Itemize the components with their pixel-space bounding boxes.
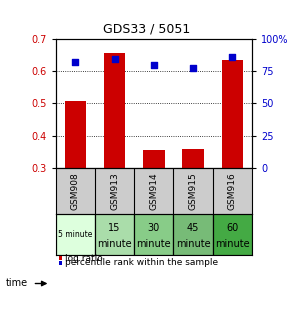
Bar bbox=[182, 149, 204, 168]
Bar bbox=[56, 214, 95, 255]
Text: 60: 60 bbox=[226, 223, 239, 233]
Text: GSM914: GSM914 bbox=[149, 172, 158, 210]
Text: log ratio: log ratio bbox=[65, 253, 103, 263]
Text: GSM908: GSM908 bbox=[71, 172, 80, 210]
Point bbox=[151, 62, 156, 68]
Text: percentile rank within the sample: percentile rank within the sample bbox=[65, 258, 218, 267]
Bar bbox=[143, 150, 165, 168]
Bar bbox=[222, 60, 243, 168]
Text: GSM915: GSM915 bbox=[189, 172, 197, 210]
Text: 30: 30 bbox=[148, 223, 160, 233]
Bar bbox=[134, 214, 173, 255]
Text: 45: 45 bbox=[187, 223, 199, 233]
Text: GSM913: GSM913 bbox=[110, 172, 119, 210]
Bar bbox=[64, 101, 86, 168]
Point bbox=[230, 55, 235, 60]
Point bbox=[73, 60, 78, 65]
Text: GSM916: GSM916 bbox=[228, 172, 237, 210]
Bar bbox=[95, 214, 134, 255]
Text: GDS33 / 5051: GDS33 / 5051 bbox=[103, 23, 190, 36]
Text: minute: minute bbox=[97, 239, 132, 249]
Text: minute: minute bbox=[137, 239, 171, 249]
Text: minute: minute bbox=[176, 239, 210, 249]
Bar bbox=[104, 53, 125, 168]
Point bbox=[112, 56, 117, 61]
Text: time: time bbox=[6, 278, 28, 288]
Text: 5 minute: 5 minute bbox=[58, 230, 93, 239]
Point bbox=[191, 65, 195, 70]
Text: 15: 15 bbox=[108, 223, 121, 233]
Text: minute: minute bbox=[215, 239, 250, 249]
Bar bbox=[173, 214, 213, 255]
Bar bbox=[213, 214, 252, 255]
